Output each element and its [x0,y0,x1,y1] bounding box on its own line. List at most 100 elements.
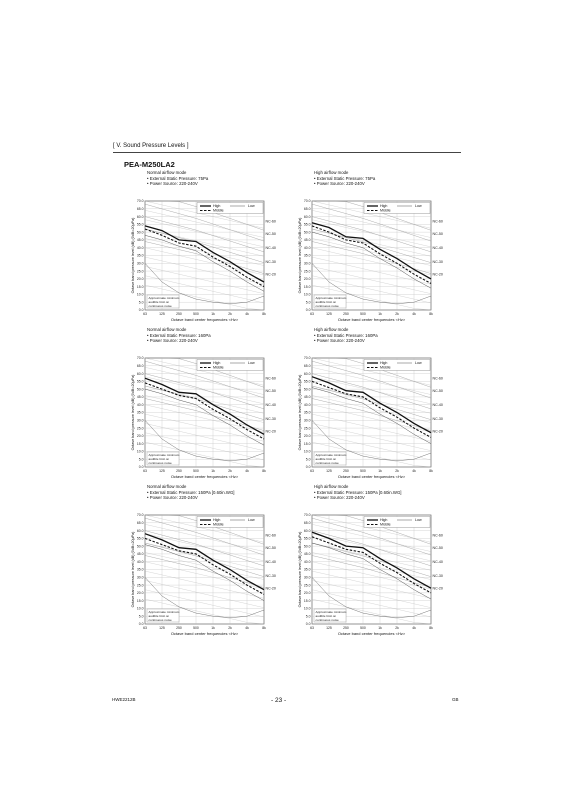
y-tick-label: 25.0 [137,426,144,430]
y-tick-label: 40.0 [137,403,144,407]
nc-curve [311,203,432,242]
nc-label: NC-20 [433,272,443,276]
series-line-high [311,531,432,589]
x-tick-label: 125 [159,469,165,473]
y-tick-label: 40.0 [304,403,311,407]
y-tick-label: 15.0 [304,599,311,603]
x-tick-label: 1k [211,312,215,316]
y-tick-label: 25.0 [137,583,144,587]
background-curve [144,533,265,562]
y-tick-label: 70.0 [137,199,144,203]
x-tick-label: 8k [262,312,266,316]
y-tick-label: 20.0 [137,434,144,438]
series-line-low [144,544,265,601]
y-tick-label: 45.0 [304,238,311,242]
nc-curve [311,373,432,410]
nc-label: NC-40 [433,560,443,564]
nc-label: NC-40 [433,403,443,407]
series-line-middle [311,225,432,284]
y-tick-label: 50.0 [304,230,311,234]
y-tick-label: 50.0 [137,230,144,234]
background-curve [144,367,265,395]
background-curve [144,561,265,590]
background-curve [311,514,432,543]
background-curve [144,524,265,552]
x-tick-label: 1k [211,469,215,473]
chart-caption-line: • Power Source: 220-240V [314,338,365,343]
background-curve [311,524,432,552]
y-tick-label: 0.0 [306,308,311,312]
y-tick-label: 55.0 [304,537,311,541]
legend-label-high: High [213,361,220,365]
y-tick-label: 10.0 [304,293,311,297]
series-line-low [144,235,265,292]
y-tick-label: 5.0 [139,457,144,461]
sound-chart: 0.0 5.0 10.0 15.0 20.0 25.0 30.0 35.0 40.0 45.0 50… [298,356,443,479]
y-tick-label: 70.0 [304,199,311,203]
series-line-high [311,376,432,434]
background-curve [311,275,432,304]
y-tick-label: 40.0 [304,246,311,250]
y-tick-label: 45.0 [304,552,311,556]
x-tick-label: 250 [176,469,182,473]
note-line: audible limit on [316,300,337,304]
background-curve [144,598,265,625]
sound-chart: 0.0 5.0 10.0 15.0 20.0 25.0 30.0 35.0 40.0 45.0 50… [131,513,276,636]
x-tick-label: 63 [143,469,147,473]
page-number: - 23 - [271,697,287,704]
y-axis-label: Octave band pressure level (dB) (0dB=20μ… [131,375,135,451]
nc-curve [311,398,432,431]
model-title: PEA-M250LA2 [124,160,175,169]
nc-label: NC-50 [266,232,276,236]
y-tick-label: 65.0 [304,364,311,368]
y-tick-label: 10.0 [137,450,144,454]
note-line: continuous noise [149,618,172,622]
audible-limit-curve [311,577,432,619]
legend-label-high: High [380,518,387,522]
audible-limit-curve [311,263,432,305]
background-curve [144,542,265,571]
x-tick-label: 8k [262,626,266,630]
y-tick-label: 55.0 [137,223,144,227]
x-axis-label: Octave band center frequencies <Hz> [338,631,406,636]
x-tick-label: 8k [429,626,433,630]
series-line-middle [311,536,432,594]
background-curve [311,266,432,294]
y-tick-label: 50.0 [137,544,144,548]
footer-doc-code: HWE2212B [112,697,136,702]
nc-label: NC-40 [266,560,276,564]
background-curve [311,284,432,311]
series-line-middle [311,380,432,438]
y-tick-label: 15.0 [304,442,311,446]
legend-label-low: Low [248,204,255,208]
series-line-low [311,387,432,444]
chart-caption-line: • External Static Pressure: 75Pa [314,175,376,181]
legend-box [363,359,431,371]
background-curve [144,357,265,386]
nc-curve [144,517,265,556]
background-curve [144,432,265,461]
y-tick-label: 35.0 [304,254,311,258]
x-tick-label: 500 [193,469,199,473]
sound-chart: 0.0 5.0 10.0 15.0 20.0 25.0 30.0 35.0 40.0 45.0 50… [131,199,276,322]
background-curve [311,423,432,451]
x-tick-label: 500 [360,469,366,473]
note-line: continuous noise [316,461,339,465]
y-tick-label: 15.0 [304,285,311,289]
x-tick-label: 250 [176,626,182,630]
background-curve [144,552,265,580]
y-tick-label: 0.0 [139,308,144,312]
y-tick-label: 50.0 [304,544,311,548]
series-line-low [144,388,265,446]
nc-curve [144,373,265,410]
x-tick-label: 1k [378,469,382,473]
chart-caption-line: High airflow mode [314,484,349,489]
nc-curve [311,385,432,420]
chart-caption-line: High airflow mode [314,327,349,332]
y-axis-label: Octave band pressure level (dB) (0dB=20μ… [131,218,135,294]
nc-label: NC-60 [433,219,443,223]
chart-caption-line: • Power Source: 220-240V [147,181,198,186]
legend-label-high: High [213,518,220,522]
x-tick-label: 63 [143,312,147,316]
nc-label: NC-50 [433,389,443,393]
